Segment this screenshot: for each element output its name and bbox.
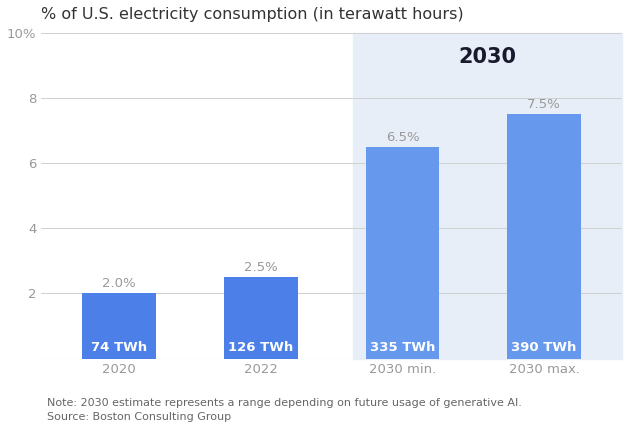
Text: 390 TWh: 390 TWh: [511, 341, 577, 354]
Text: 6.5%: 6.5%: [386, 131, 420, 144]
Text: 335 TWh: 335 TWh: [370, 341, 435, 354]
Bar: [224, 277, 298, 359]
Text: 126 TWh: 126 TWh: [228, 341, 294, 354]
Bar: [365, 147, 439, 359]
Text: 2030: 2030: [459, 47, 516, 67]
Text: 2.5%: 2.5%: [244, 261, 278, 274]
Bar: [82, 294, 156, 359]
Text: Note: 2030 estimate represents a range depending on future usage of generative A: Note: 2030 estimate represents a range d…: [47, 397, 522, 408]
Text: 74 TWh: 74 TWh: [91, 341, 147, 354]
Text: % of U.S. electricity consumption (in terawatt hours): % of U.S. electricity consumption (in te…: [42, 7, 464, 22]
Text: 2.0%: 2.0%: [103, 277, 136, 290]
Bar: [508, 114, 581, 359]
Bar: [353, 33, 622, 359]
Text: 7.5%: 7.5%: [527, 98, 561, 111]
Text: Source: Boston Consulting Group: Source: Boston Consulting Group: [47, 412, 231, 422]
